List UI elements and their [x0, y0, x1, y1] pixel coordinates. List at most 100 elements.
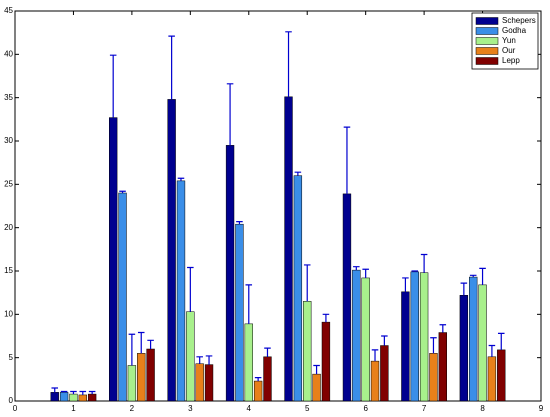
legend-swatch	[475, 27, 499, 35]
error-bar	[371, 349, 379, 362]
y-tick-label: 35	[4, 93, 13, 102]
error-bar	[497, 332, 505, 350]
bar	[146, 348, 155, 402]
bar	[459, 295, 469, 402]
bar	[321, 321, 331, 402]
error-bar	[488, 344, 496, 357]
legend-label: Our	[502, 46, 516, 55]
error-bar	[168, 35, 175, 100]
error-bar	[60, 390, 68, 393]
x-tick-label: 0	[13, 404, 18, 413]
bar	[59, 392, 69, 402]
bar	[118, 192, 127, 402]
legend-label: Yun	[502, 36, 516, 45]
x-tick-label: 3	[188, 404, 193, 413]
error-bar	[205, 355, 213, 365]
y-tick-label: 25	[4, 179, 13, 188]
error-bar	[313, 364, 320, 375]
bar	[109, 117, 118, 402]
error-bar	[303, 264, 311, 302]
bar	[419, 272, 429, 402]
y-tick-label: 5	[9, 353, 14, 362]
error-bar	[236, 221, 243, 225]
bar	[429, 353, 438, 402]
error-bar	[137, 331, 145, 354]
bar	[284, 96, 293, 402]
error-bar	[226, 83, 234, 146]
x-tick-label: 2	[130, 404, 135, 413]
error-bar	[439, 324, 447, 333]
bar	[401, 291, 410, 402]
x-tick-label: 6	[363, 404, 368, 413]
legend-label: Schepers	[502, 16, 536, 25]
y-tick-label: 0	[9, 396, 14, 405]
error-bar	[294, 171, 302, 176]
bar	[293, 175, 303, 402]
bar	[361, 277, 370, 402]
error-bar	[245, 284, 253, 324]
bar	[225, 145, 235, 402]
bar	[87, 393, 97, 402]
error-bar	[353, 266, 360, 271]
error-bar	[70, 390, 77, 395]
legend-swatch	[475, 17, 499, 25]
error-bar	[285, 31, 292, 97]
legend-swatch	[475, 37, 499, 45]
bar	[342, 193, 352, 402]
y-tick-label: 20	[4, 223, 13, 232]
x-tick-label: 8	[480, 404, 485, 413]
error-bar	[479, 267, 486, 285]
x-tick-label: 5	[305, 404, 310, 413]
bar	[235, 223, 244, 402]
y-tick-label: 40	[4, 49, 13, 58]
error-bar	[79, 390, 87, 395]
y-tick-label: 45	[4, 6, 13, 15]
bar	[127, 365, 137, 402]
bar	[176, 180, 186, 402]
x-tick-label: 1	[71, 404, 76, 413]
bar	[137, 353, 146, 402]
error-bar	[411, 270, 419, 272]
bar	[352, 269, 361, 402]
bar	[253, 380, 263, 402]
error-bar	[430, 337, 437, 354]
error-bar	[128, 333, 136, 366]
error-bar	[381, 335, 388, 346]
legend-swatch	[475, 57, 499, 65]
error-bar	[402, 277, 409, 292]
bar	[195, 363, 204, 402]
bar	[380, 345, 389, 402]
x-tick-label: 4	[247, 404, 252, 413]
legend-label: Lepp	[502, 56, 520, 65]
bar	[469, 276, 478, 402]
x-tick-label: 9	[539, 404, 544, 413]
bar	[487, 356, 497, 402]
error-bar	[109, 54, 117, 118]
bar	[78, 394, 87, 402]
bar	[244, 323, 253, 402]
error-bar	[51, 387, 59, 393]
bar	[303, 301, 312, 402]
error-bar	[420, 253, 428, 273]
error-bar	[147, 339, 154, 349]
error-bar	[264, 347, 271, 357]
error-bar	[196, 356, 203, 364]
error-bar	[460, 282, 468, 296]
error-bar	[187, 266, 194, 312]
y-tick-label: 15	[4, 266, 13, 275]
error-bar	[119, 190, 126, 193]
x-tick-label: 7	[422, 404, 427, 413]
error-bar	[343, 126, 351, 194]
error-bar	[362, 268, 369, 278]
bar	[438, 332, 447, 402]
error-bar	[322, 313, 330, 323]
bar	[478, 284, 487, 402]
bar	[312, 373, 321, 402]
bar	[167, 99, 176, 402]
legend-swatch	[475, 47, 499, 55]
bar	[410, 271, 419, 402]
error-bar	[469, 274, 477, 278]
y-tick-label: 30	[4, 136, 13, 145]
error-bar	[88, 390, 96, 395]
